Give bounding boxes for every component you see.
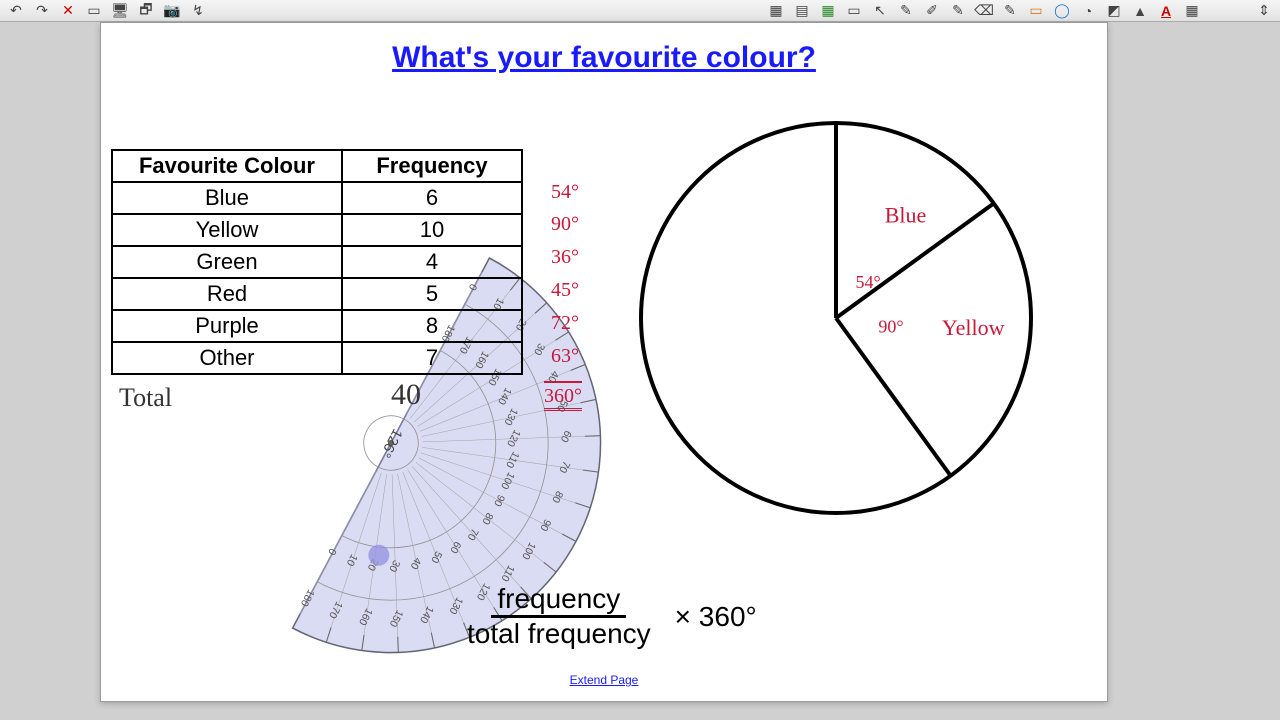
camera-icon[interactable]: 📷 [162,2,182,20]
grid1-icon[interactable]: ▦ [766,2,786,20]
table-row: Red5 [112,278,522,310]
grid3-icon[interactable]: ▦ [1182,2,1202,20]
table-row: Blue6 [112,182,522,214]
angle-total: 360° [544,381,582,411]
pen3-icon[interactable]: ✎ [948,2,968,20]
table-row: Yellow10 [112,214,522,246]
shape-pie-icon[interactable]: ◔ [1078,2,1098,20]
pointer-icon[interactable]: ↖ [870,2,890,20]
panel-icon[interactable]: ▭ [844,2,864,20]
page: What's your favourite colour? 0180101702… [100,22,1108,702]
screen3-icon[interactable]: 🗗 [136,2,156,20]
angle-annot: 36° [551,246,579,269]
shape-circle-icon[interactable]: ◯ [1052,2,1072,20]
shape-rect-icon[interactable]: ▭ [1026,2,1046,20]
total-label: Total [119,383,172,413]
pen1-icon[interactable]: ✎ [896,2,916,20]
svg-text:54°: 54° [855,272,880,292]
table-row: Purple8 [112,310,522,342]
extend-page-link[interactable]: Extend Page [101,673,1107,687]
grid2-icon[interactable]: ▦ [818,2,838,20]
eraser-icon[interactable]: ⌫ [974,2,994,20]
delete-icon[interactable]: ✕ [58,2,78,20]
undo-icon[interactable]: ↶ [6,2,26,20]
table-header-row: Favourite Colour Frequency [112,150,522,182]
angle-annot: 72° [551,312,579,335]
pen4-icon[interactable]: ✎ [1000,2,1020,20]
col-header-freq: Frequency [342,150,522,182]
angle-annot: 90° [551,213,579,236]
toolbar: ↶ ↷ ✕ ▭ 🖥 🗗 📷 ↯ ▦ ▤ ▦ ▭ ↖ ✎ ✐ ✎ ⌫ ✎ ▭ ◯ … [0,0,1280,22]
svg-text:90°: 90° [878,317,903,337]
angle-annot: 54° [551,181,579,204]
total-value: 40 [391,378,421,412]
redo-icon[interactable]: ↷ [32,2,52,20]
shape-half-icon[interactable]: ◩ [1104,2,1124,20]
shape-tri-icon[interactable]: ▲ [1130,2,1150,20]
pen2-icon[interactable]: ✐ [922,2,942,20]
table-icon[interactable]: ▤ [792,2,812,20]
svg-text:Yellow: Yellow [942,315,1005,340]
text-icon[interactable]: A [1156,2,1176,20]
table-row: Green4 [112,246,522,278]
formula-fraction: frequency total frequency [461,583,657,650]
page-title: What's your favourite colour? [101,41,1107,75]
angle-annot: 45° [551,279,579,302]
screen2-icon[interactable]: 🖥 [110,2,130,20]
table-row: Other7 [112,342,522,374]
pie-chart: Blue 54° Yellow 90° [631,113,1041,523]
svg-text:Blue: Blue [885,202,927,227]
formula-times: × 360° [675,601,757,633]
col-header-colour: Favourite Colour [112,150,342,182]
tool-icon[interactable]: ↯ [188,2,208,20]
screen1-icon[interactable]: ▭ [84,2,104,20]
formula: frequency total frequency × 360° [461,583,757,650]
resize-vert-icon[interactable]: ⇕ [1254,2,1274,20]
angle-annot: 63° [551,345,579,368]
frequency-table: Favourite Colour Frequency Blue6 Yellow1… [111,149,523,375]
